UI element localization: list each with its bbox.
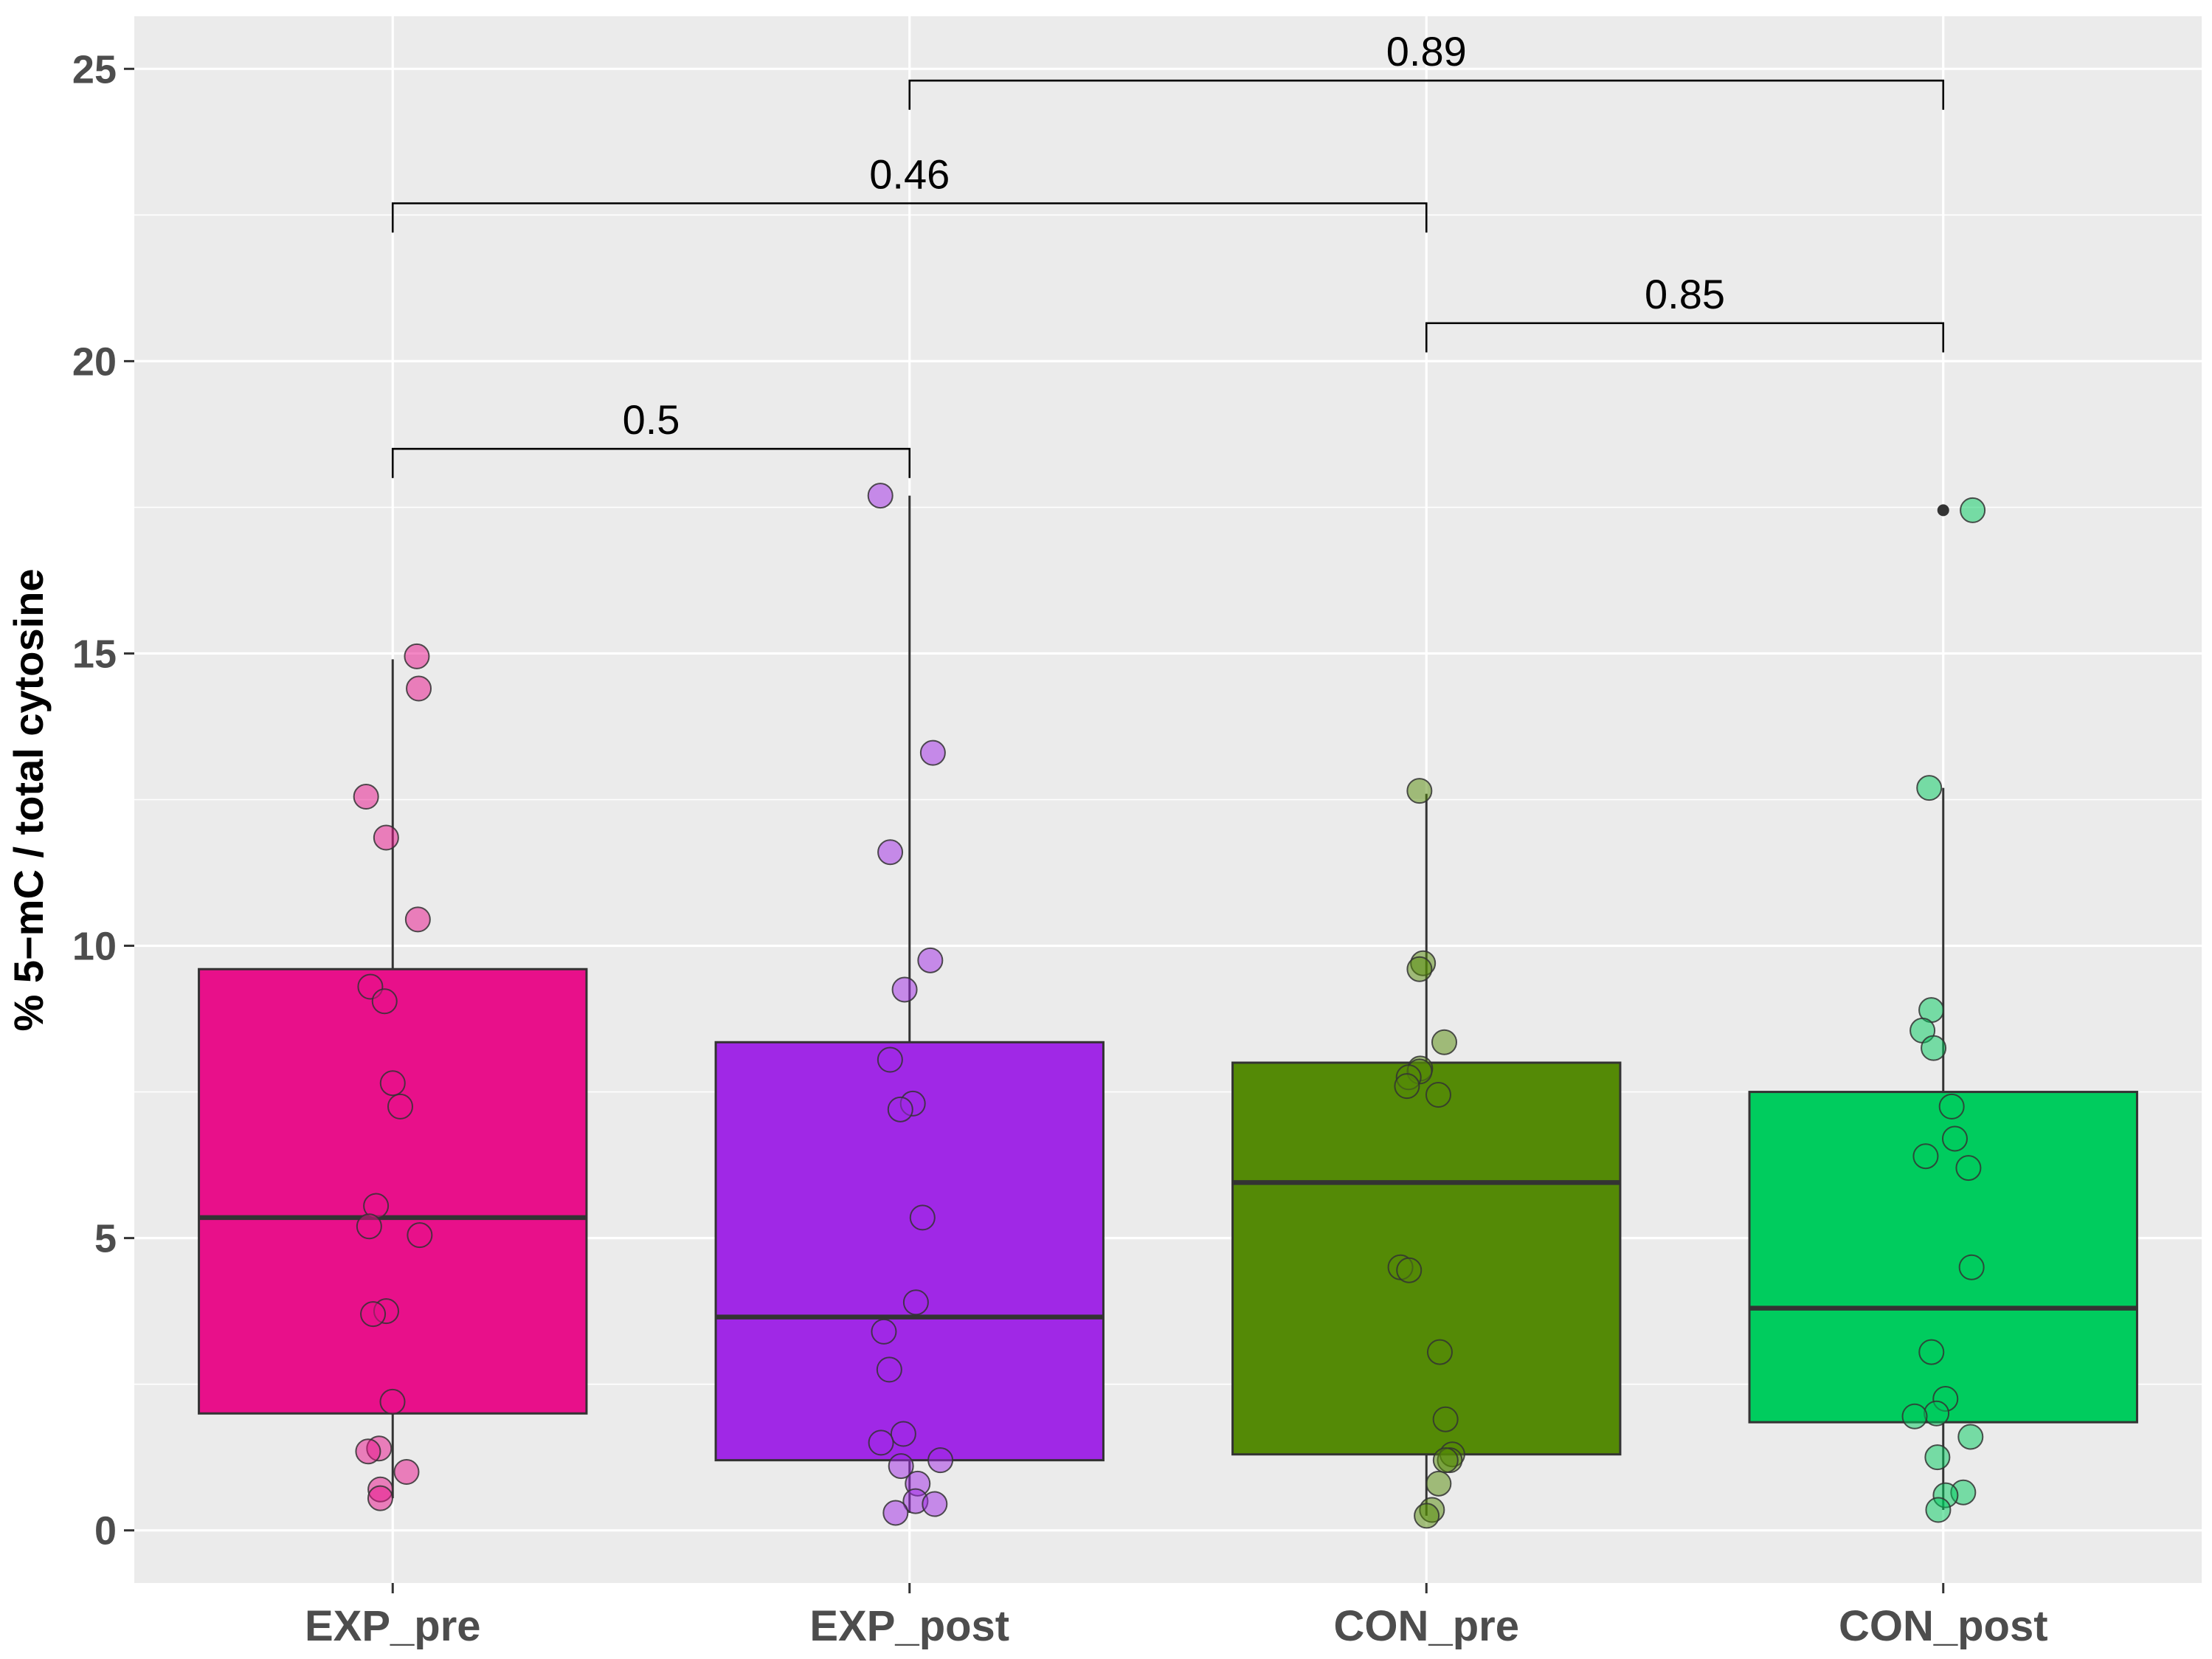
y-tick-label: 10	[72, 925, 117, 969]
data-point	[407, 1222, 433, 1249]
comparison-brackets: 0.5 0.85 0.46 0.89	[391, 28, 1945, 478]
data-point	[917, 947, 944, 973]
data-point	[1941, 1125, 1968, 1152]
data-point	[360, 1301, 387, 1328]
comparison-bracket	[908, 79, 1945, 110]
data-point	[877, 1046, 903, 1073]
data-point	[1921, 1035, 1947, 1061]
data-point	[379, 1070, 406, 1097]
data-point	[387, 1093, 413, 1120]
data-point	[890, 1421, 916, 1447]
box-CON_pre	[1231, 1061, 1622, 1456]
data-point	[909, 1204, 936, 1231]
data-point	[1924, 1400, 1950, 1427]
data-point	[373, 824, 399, 851]
y-tick-label: 25	[72, 47, 117, 92]
data-point	[1912, 1143, 1939, 1170]
y-axis-title: % 5−mC / total cytosine	[5, 568, 52, 1031]
data-point	[355, 1438, 381, 1465]
data-point	[1432, 1406, 1459, 1432]
data-point	[367, 1485, 393, 1511]
data-point	[1955, 1155, 1982, 1182]
x-tick-label: EXP_post	[809, 1602, 1009, 1650]
data-point	[922, 1491, 948, 1517]
data-point	[393, 1458, 420, 1485]
data-point	[379, 1388, 406, 1415]
data-point	[404, 643, 430, 669]
data-point	[877, 839, 904, 866]
data-point	[1426, 1339, 1453, 1365]
p-value-label: 0.46	[869, 151, 950, 197]
box-EXP_pre	[198, 968, 588, 1415]
data-point	[902, 1289, 929, 1316]
y-tick-label: 0	[94, 1509, 117, 1553]
data-point	[1414, 1503, 1440, 1529]
y-tick-label: 20	[72, 339, 117, 384]
x-tick-label: CON_post	[1839, 1602, 2048, 1650]
data-point	[1958, 1254, 1985, 1280]
data-point	[1396, 1257, 1423, 1283]
data-point	[867, 483, 894, 509]
data-point	[919, 739, 946, 766]
axes: 0 5 10 15 20 25 EXP_pre EXP_post CON_pre CON_post	[72, 47, 2048, 1650]
data-point	[1432, 1447, 1459, 1474]
box-CON_post	[1748, 1091, 2138, 1424]
data-point	[1394, 1073, 1420, 1100]
data-point	[1918, 1339, 1945, 1365]
comparison-bracket	[391, 447, 911, 478]
p-value-label: 0.89	[1386, 28, 1467, 75]
data-point	[1406, 956, 1433, 982]
data-point	[1960, 497, 1986, 523]
x-tick-label: EXP_pre	[305, 1602, 481, 1650]
data-point	[353, 784, 379, 810]
data-point	[1425, 1082, 1451, 1108]
data-point	[876, 1356, 902, 1383]
data-point	[1425, 1470, 1452, 1497]
data-point	[1938, 1093, 1965, 1120]
data-point	[882, 1500, 909, 1526]
data-point	[891, 976, 918, 1003]
data-point	[927, 1447, 954, 1474]
jitter-points	[353, 483, 1986, 1529]
data-point	[1406, 778, 1433, 804]
data-point	[887, 1096, 913, 1122]
data-point	[1916, 775, 1943, 801]
data-point	[1957, 1424, 1984, 1450]
data-point	[356, 1213, 382, 1240]
comparison-bracket	[391, 202, 1428, 233]
data-point	[871, 1318, 897, 1345]
y-tick-label: 15	[72, 632, 117, 676]
p-value-label: 0.85	[1645, 271, 1725, 317]
data-point	[1924, 1444, 1951, 1471]
x-tick-label: CON_pre	[1334, 1602, 1519, 1650]
outlier-point	[1937, 504, 1949, 517]
data-point	[1901, 1403, 1928, 1429]
data-point	[404, 906, 431, 933]
y-tick-label: 5	[94, 1217, 117, 1261]
data-point	[868, 1429, 894, 1456]
comparison-bracket	[1425, 322, 1945, 353]
data-point	[371, 988, 398, 1015]
data-point	[888, 1453, 914, 1480]
data-point	[1925, 1497, 1952, 1523]
data-point	[1431, 1029, 1457, 1055]
data-point	[406, 675, 432, 702]
boxes	[198, 495, 2138, 1516]
p-value-label: 0.5	[623, 396, 680, 443]
